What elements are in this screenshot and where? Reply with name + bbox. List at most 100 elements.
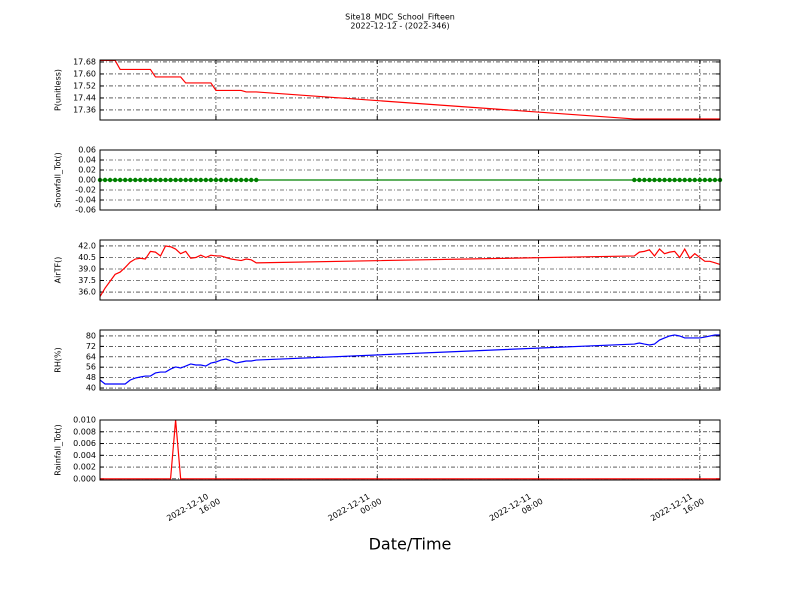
y-tick-label: 0.006 [73,439,96,448]
data-line [99,245,721,297]
data-point [687,177,692,183]
y-tick-label: 0.06 [78,146,96,155]
y-tick-label: 40.5 [78,253,96,262]
plot-frame [99,329,721,391]
data-point [107,177,113,183]
data-point [642,177,647,183]
data-point [102,177,108,183]
data-point [117,177,123,183]
data-point [173,177,178,183]
y-tick-label: 39.0 [78,265,96,274]
plot-frame [99,59,721,121]
data-point [238,177,244,183]
data-point [657,177,662,183]
data-point [712,177,718,183]
data-point [193,177,198,183]
y-tick-label: 42.0 [78,241,96,250]
y-tick-label: -0.06 [75,206,96,215]
y-tick-label: 0.002 [73,463,96,472]
data-point [158,177,163,183]
y-tick-label: 17.36 [73,105,96,114]
data-point [153,177,158,183]
data-point [213,177,219,183]
data-point [243,177,249,183]
data-point [637,177,642,183]
y-axis-label: AirTF() [54,257,63,284]
y-tick-label: -0.04 [75,196,96,205]
y-tick-label: 0.004 [73,451,96,460]
y-tick-label: 80 [86,331,96,340]
data-point [254,177,259,183]
data-point [148,177,153,183]
data-point [203,177,209,183]
subplot: 17.36 17.44 17.52 17.60 17.68 P(unitless) [54,57,721,121]
data-point [647,177,652,183]
y-tick-label: 0.010 [73,416,96,425]
y-axis-label: Snowfall_Tot() [54,152,63,208]
data-line [100,59,720,120]
plot-frame [99,419,721,481]
x-tick-label: 2022-12-1016:00 [165,488,222,532]
data-line [99,334,720,385]
data-point [188,177,193,183]
y-tick-label: 0.04 [78,156,96,165]
data-point [672,177,677,183]
data-point [652,177,657,183]
data-point [133,177,138,183]
data-point [123,177,128,183]
x-tick-label: 2022-12-1108:00 [488,488,545,532]
y-tick-label: 17.52 [73,81,96,90]
data-point [233,177,239,183]
data-point [667,177,672,183]
data-point [677,177,682,183]
y-tick-label: 36.0 [78,288,96,297]
y-axis-label: RH(%) [54,347,63,372]
y-tick-label: 0.008 [73,427,96,436]
data-point [218,177,224,183]
data-point [168,177,173,183]
data-point [143,177,148,183]
data-line [100,419,720,480]
y-tick-label: 17.60 [73,69,96,78]
data-point [702,177,708,183]
y-axis-label: Rainfall_Tot() [54,424,63,476]
x-tick-label: 2022-12-1100:00 [327,488,384,532]
y-tick-label: 40 [86,384,96,393]
data-point [249,177,254,183]
data-point [138,177,143,183]
y-tick-label: 0.00 [78,176,96,185]
data-point [662,177,667,183]
data-point [682,177,687,183]
y-tick-label: 17.44 [73,93,96,102]
data-point [112,177,118,183]
plot-frame [99,149,721,211]
y-axis-label: P(unitless) [54,69,63,111]
y-tick-label: 17.68 [73,57,96,66]
data-point [128,177,133,183]
subplot: -0.06-0.04-0.020.000.020.040.06 Snowfall_… [54,146,723,215]
x-tick-label: 2022-12-1116:00 [649,488,706,532]
data-point [707,177,713,183]
data-point [198,177,204,183]
y-tick-label: 37.5 [78,276,96,285]
data-point [632,177,637,183]
data-point [163,177,168,183]
data-point [208,177,214,183]
x-axis-label: Date/Time [369,535,452,554]
y-tick-label: 72 [86,342,96,351]
data-point [183,177,188,183]
y-tick-label: 56 [86,363,96,372]
y-tick-label: 64 [86,352,96,361]
y-tick-label: 48 [86,373,96,382]
chart-subtitle: 2022-12-12 - (2022-346) [350,22,449,31]
data-point [692,177,697,183]
plot-frame [99,239,721,301]
data-point [697,177,703,183]
chart-title: Site18_MDC_School_Fifteen [345,13,455,22]
y-tick-label: -0.02 [75,186,96,195]
data-point [178,177,183,183]
data-point [228,177,234,183]
